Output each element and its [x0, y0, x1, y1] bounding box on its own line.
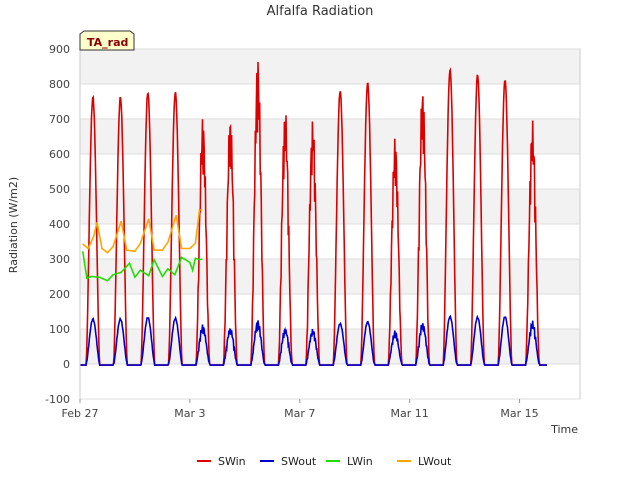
legend-label-lwout: LWout — [418, 455, 452, 468]
x-tick-label: Mar 7 — [284, 407, 315, 420]
y-tick-label: 400 — [49, 218, 70, 231]
plot-band — [80, 329, 580, 364]
series-line-swout — [80, 314, 547, 366]
x-axis-title: Time — [550, 423, 578, 436]
plot-bands — [80, 49, 580, 399]
x-tick-label: Mar 11 — [391, 407, 429, 420]
x-tick-label: Feb 27 — [62, 407, 99, 420]
plot-band — [80, 84, 580, 119]
y-tick-label: 600 — [49, 148, 70, 161]
y-tick-label: 200 — [49, 288, 70, 301]
plot-band — [80, 119, 580, 154]
plot-band — [80, 259, 580, 294]
legend-label-swout: SWout — [281, 455, 317, 468]
x-axis-ticks: Feb 27 Mar 3 Mar 7 Mar 11 Mar 15 — [62, 399, 539, 420]
plot-band — [80, 49, 580, 84]
badge-shape — [79, 30, 135, 51]
legend-label-lwin: LWin — [347, 455, 373, 468]
gridlines — [80, 48, 580, 400]
ta-rad-badge: TA_rad — [79, 30, 135, 51]
plot-band — [80, 224, 580, 259]
chart-title: Alfalfa Radiation — [267, 4, 374, 19]
y-axis-ticks: -100 0 100 200 300 400 500 600 700 800 900 — [45, 43, 70, 406]
series-line-lwin — [81, 251, 203, 282]
x-tick-label: Mar 15 — [500, 407, 538, 420]
plot-band — [80, 154, 580, 189]
plot-band — [80, 364, 580, 399]
badge-label: TA_rad — [87, 36, 128, 49]
y-tick-label: -100 — [45, 393, 70, 406]
y-tick-label: 0 — [63, 358, 70, 371]
y-tick-label: 500 — [49, 183, 70, 196]
legend: SWin SWout LWin LWout — [197, 455, 452, 468]
series-layer — [80, 61, 547, 366]
y-tick-label: 900 — [49, 43, 70, 56]
legend-label-swin: SWin — [218, 455, 246, 468]
y-axis-title: Radiation (W/m2) — [7, 177, 20, 273]
plot-band — [80, 294, 580, 329]
y-tick-label: 800 — [49, 78, 70, 91]
series-line-lwout — [82, 209, 203, 254]
x-tick-label: Mar 3 — [174, 407, 205, 420]
y-tick-label: 300 — [49, 253, 70, 266]
y-tick-label: 100 — [49, 323, 70, 336]
y-tick-label: 700 — [49, 113, 70, 126]
plot-band — [80, 189, 580, 224]
